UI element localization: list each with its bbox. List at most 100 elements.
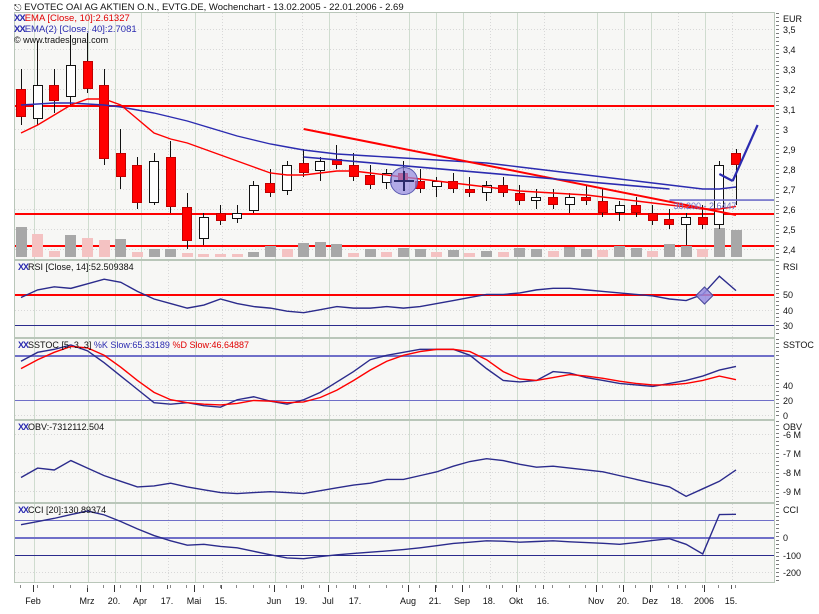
- gridline-vertical: [490, 339, 491, 419]
- ema-fast-legend[interactable]: XXEMA [Close, 10]:2.61327: [14, 13, 404, 24]
- gridline-vertical: [705, 13, 706, 259]
- date-axis-minor-tick: [402, 585, 404, 588]
- gridline-vertical: [195, 261, 196, 337]
- series-toggle-icon[interactable]: XX: [14, 24, 26, 35]
- date-axis-minor-tick: [468, 585, 470, 588]
- volume-bar: [663, 244, 675, 257]
- volume-bar: [331, 243, 343, 257]
- y-axis-tick-label: -6 M: [783, 430, 801, 441]
- y-axis-rsi: RSI 50 40 30: [776, 261, 819, 337]
- date-axis-tick: [87, 585, 88, 592]
- gridline-vertical: [517, 261, 518, 337]
- ema-slow-legend[interactable]: XXEMA(2) [Close, 40]:2.7081: [14, 24, 404, 35]
- gridline-vertical: [168, 261, 169, 337]
- date-axis-tick: [516, 585, 517, 592]
- chart-cursor-marker[interactable]: [390, 167, 419, 195]
- support-resistance-line: [15, 245, 774, 247]
- gridline-horizontal: [15, 89, 774, 90]
- gridline-vertical: [597, 421, 598, 502]
- candle-body: [132, 165, 143, 203]
- date-axis: Feb Mrz 20. Apr 17. Mai 15. Jun 19. Jul 17. Aug 21. S…: [14, 584, 775, 614]
- trendline-channel[interactable]: [303, 156, 670, 190]
- gridline-horizontal: [15, 49, 774, 50]
- y-axis-ticks: [776, 504, 779, 582]
- date-axis-tick: [33, 585, 34, 592]
- trendline-resistance[interactable]: [303, 128, 737, 216]
- volume-bar: [82, 237, 93, 257]
- gridline-vertical: [705, 421, 706, 502]
- candle-body: [298, 163, 309, 173]
- volume-bar: [580, 248, 592, 257]
- gridline-vertical: [624, 261, 625, 337]
- gridline-vertical: [436, 13, 437, 259]
- candle-body: [697, 217, 708, 225]
- volume-bar: [165, 249, 177, 257]
- gridline-vertical: [329, 421, 330, 502]
- projection-line[interactable]: [718, 173, 734, 182]
- volume-bar: [348, 252, 360, 257]
- gridline-vertical: [222, 504, 223, 582]
- gridline-vertical: [141, 13, 142, 259]
- volume-bar: [65, 235, 77, 257]
- volume-bar: [680, 246, 692, 257]
- candle-wick: [685, 213, 687, 245]
- volume-bar: [231, 253, 243, 257]
- gridline-horizontal: [15, 384, 774, 386]
- gridline-vertical: [624, 13, 625, 259]
- panel-cci: XXCCI [20]:130.89374 CCI 0 -100 -200: [14, 503, 801, 583]
- candle-body: [282, 165, 293, 191]
- gridline-vertical: [436, 261, 437, 337]
- date-axis-label: Mrz: [79, 596, 95, 606]
- candle-body: [315, 161, 326, 171]
- volume-bar: [464, 252, 476, 257]
- candle-body: [165, 157, 176, 207]
- date-axis-minor-tick: [319, 585, 321, 588]
- volume-bar: [630, 247, 642, 257]
- y-axis-price: EUR 3,5 3,4 3,3 3,2 3,1 3 2,9 2,8 2,7 2,6 2,5 2,4: [776, 13, 819, 259]
- gridline-vertical: [517, 421, 518, 502]
- date-axis-tick: [114, 585, 115, 592]
- gridline-vertical: [356, 13, 357, 259]
- y-axis-tick-label: -100: [783, 550, 802, 561]
- gridline-horizontal: [15, 29, 774, 30]
- candle-body: [16, 89, 26, 117]
- y-axis-ticks: [776, 13, 779, 259]
- chart-header: ⎋ EVOTEC OAI AG AKTIEN O.N., EVTG.DE, Wo…: [14, 2, 404, 46]
- candle-body: [581, 197, 592, 201]
- y-axis-tick-label: -200: [783, 568, 802, 579]
- volume-bar: [264, 246, 276, 257]
- y-axis-tick-label: -8 M: [783, 467, 801, 478]
- date-axis-minor-tick: [20, 585, 21, 588]
- cci-line: [20, 510, 737, 560]
- candle-body: [265, 183, 276, 193]
- y-axis-tick-label: 50: [783, 290, 794, 301]
- projection-line[interactable]: [731, 124, 759, 182]
- date-axis-minor-tick: [435, 585, 437, 588]
- y-axis-sstoc: SSTOC 40 20 0: [776, 339, 819, 421]
- date-axis-label: Mai: [186, 596, 202, 606]
- date-axis-minor-tick: [136, 585, 138, 588]
- volume-bar: [15, 226, 27, 257]
- date-axis-minor-tick: [335, 585, 337, 588]
- candle-body: [182, 207, 193, 241]
- series-toggle-icon[interactable]: XX: [14, 13, 26, 24]
- cci-overlay: [20, 510, 737, 560]
- date-axis-label: Dez: [641, 596, 659, 606]
- date-axis-minor-tick: [568, 585, 570, 588]
- gridline-vertical: [436, 339, 437, 419]
- y-axis-ticks: [776, 421, 779, 502]
- date-axis-minor-tick: [552, 585, 554, 588]
- candle-body: [32, 85, 43, 119]
- gridline-vertical: [463, 13, 464, 259]
- y-axis-ticks: [776, 339, 779, 419]
- plot-obv: [15, 421, 774, 502]
- date-axis-minor-tick: [202, 585, 204, 588]
- date-axis-minor-tick: [103, 585, 105, 588]
- ema-fast-label: EMA [Close, 10]:2.61327: [24, 13, 130, 24]
- gridline-vertical: [329, 13, 330, 259]
- gridline-vertical: [490, 13, 491, 259]
- candle-wick: [436, 177, 438, 197]
- date-axis-minor-tick: [186, 585, 188, 588]
- y-axis-unit-price: EUR: [783, 14, 803, 24]
- gridline-vertical: [302, 339, 303, 419]
